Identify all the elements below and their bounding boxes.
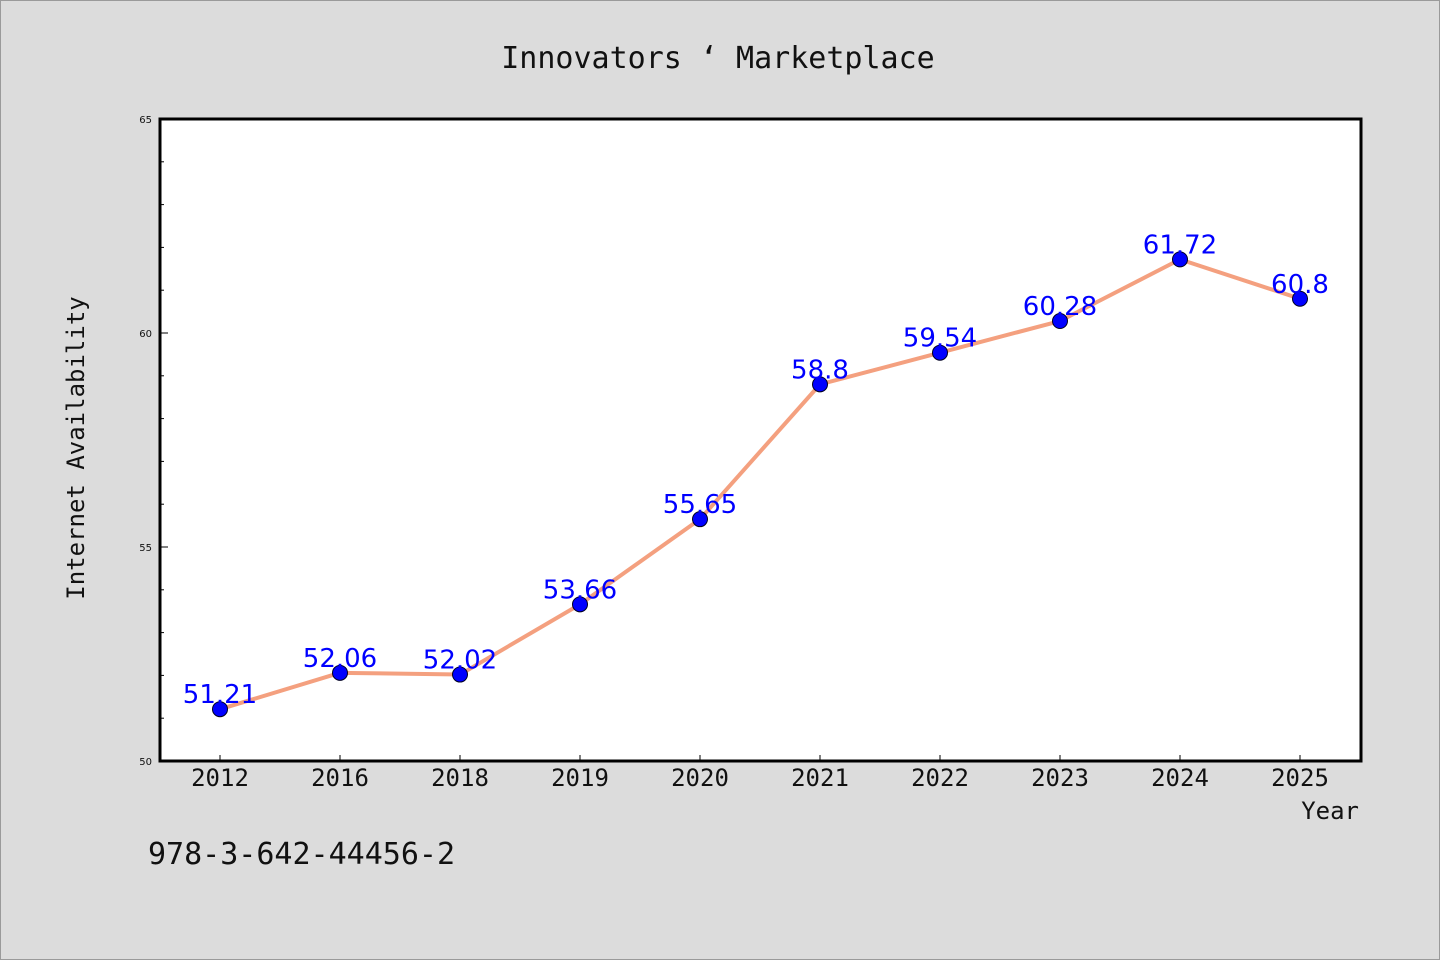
chart-title: Innovators ‘ Marketplace: [501, 41, 934, 76]
data-label: 60.28: [1023, 292, 1097, 322]
y-tick-label: 55: [139, 543, 152, 554]
x-axis-label: Year: [1301, 797, 1359, 825]
data-label: 55.65: [663, 490, 737, 520]
data-point: [1172, 251, 1188, 268]
data-point: [932, 344, 948, 361]
data-label: 52.02: [423, 646, 497, 676]
data-label: 59.54: [903, 324, 977, 354]
series-group: 51.21 52.06 52.02 53.66 55.65 58.8 59.54 60.28 6…: [183, 230, 1329, 718]
data-point: [692, 511, 708, 528]
y-tick-label: 65: [139, 115, 152, 126]
x-axis: 2012 2016 2018 2019 2020 2021 2022 2023 2024 2025: [191, 755, 1329, 792]
x-tick-label: 2025: [1271, 764, 1329, 792]
data-label: 60.8: [1271, 270, 1329, 300]
data-point: [572, 596, 588, 613]
data-point: [812, 376, 828, 393]
data-label: 53.66: [543, 575, 617, 605]
x-tick-label: 2016: [311, 764, 369, 792]
plot-area: [158, 117, 1363, 763]
data-point: [452, 666, 468, 683]
data-point: [1292, 290, 1308, 307]
x-tick-label: 2022: [911, 764, 969, 792]
x-tick-label: 2012: [191, 764, 249, 792]
footer-code: 978-3-642-44456-2: [148, 837, 455, 872]
data-label: 52.06: [303, 644, 377, 674]
x-tick-label: 2019: [551, 764, 609, 792]
data-label: 58.8: [791, 355, 849, 385]
x-tick-label: 2018: [431, 764, 489, 792]
x-tick-label: 2020: [671, 764, 729, 792]
data-label: 61.72: [1143, 230, 1217, 260]
y-tick-label: 50: [139, 757, 152, 768]
x-tick-label: 2021: [791, 764, 849, 792]
data-point: [212, 701, 228, 718]
y-tick-label: 60: [139, 329, 152, 340]
data-point: [332, 664, 348, 681]
series-line: [219, 257, 1301, 712]
data-point: [1052, 313, 1068, 330]
data-label: 51.21: [183, 680, 257, 710]
x-tick-label: 2024: [1151, 764, 1209, 792]
y-axis-label: Internet Availability: [62, 296, 90, 599]
x-tick-label: 2023: [1031, 764, 1089, 792]
y-axis: 50 55 60 65: [139, 115, 168, 768]
